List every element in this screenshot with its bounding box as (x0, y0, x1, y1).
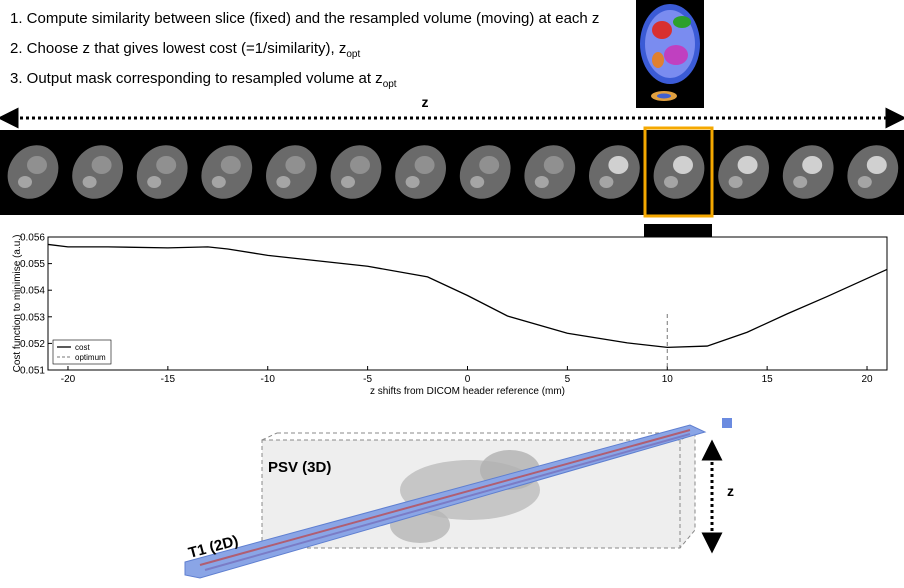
slice-organ (858, 176, 872, 188)
slice-organ (470, 176, 484, 188)
x-tick-label: -20 (61, 374, 76, 385)
slice-organ (867, 156, 887, 174)
z-label: z (727, 483, 734, 499)
slice-organ (83, 176, 97, 188)
step-text: 2. Choose z that gives lowest cost (=1/s… (10, 40, 360, 60)
slice-organ (535, 176, 549, 188)
subscript: opt (383, 79, 397, 90)
y-tick-label: 0.052 (20, 339, 45, 350)
atlas-image (636, 0, 704, 108)
slice-organ (212, 176, 226, 188)
slice-organ (544, 156, 564, 174)
plot-area (48, 237, 887, 370)
y-tick-label: 0.054 (20, 286, 45, 297)
slice-organ (406, 176, 420, 188)
subscript: opt (346, 49, 360, 60)
step-text: 1. Compute similarity between slice (fix… (10, 10, 599, 27)
slice-organ (156, 156, 176, 174)
z-label: z (422, 94, 429, 110)
slice-organ (276, 176, 290, 188)
slice-organ (415, 156, 435, 174)
slice-organ (92, 156, 112, 174)
legend-label: optimum (75, 353, 106, 362)
slice-organ (664, 176, 678, 188)
slice-organ (147, 176, 161, 188)
y-tick-label: 0.056 (20, 233, 45, 244)
step-text: 3. Output mask corresponding to resample… (10, 70, 397, 90)
slice-organ (599, 176, 613, 188)
step-text: 2. Choose z that gives lowest cost (=1/s… (10, 40, 346, 57)
slice-organ (27, 156, 47, 174)
psv-label: PSV (3D) (268, 459, 331, 476)
slice-organ (729, 176, 743, 188)
x-tick-label: 20 (861, 374, 873, 385)
x-tick-label: 15 (762, 374, 774, 385)
figure: 1. Compute similarity between slice (fix… (0, 0, 904, 583)
x-tick-label: 10 (662, 374, 674, 385)
slice-organ (221, 156, 241, 174)
slice-organ (802, 156, 822, 174)
y-tick-label: 0.055 (20, 259, 45, 270)
slice-organ (673, 156, 693, 174)
chart: 0.051 0.052 0.053 0.054 0.055 0.056 -20 -15 -10 -… (12, 233, 887, 398)
step-text: 3. Output mask corresponding to resample… (10, 70, 383, 87)
x-tick-label: 5 (565, 374, 571, 385)
slice-organ (350, 156, 370, 174)
x-tick-label: -15 (161, 374, 176, 385)
y-tick-label: 0.053 (20, 312, 45, 323)
x-tick-label: -5 (363, 374, 372, 385)
slice-organ (18, 176, 32, 188)
slice-organ (341, 176, 355, 188)
slice-organ (608, 156, 628, 174)
slice-organ (793, 176, 807, 188)
slice-organ (479, 156, 499, 174)
x-tick-label: 0 (465, 374, 471, 385)
slice-strip (0, 130, 904, 215)
x-tick-label: -10 (261, 374, 276, 385)
slice-organ (738, 156, 758, 174)
y-axis-label: Cost function to minimise (a.u.) (12, 235, 23, 373)
slice-organ (285, 156, 305, 174)
legend-label: cost (75, 343, 90, 352)
y-tick-label: 0.051 (20, 366, 45, 377)
x-axis-label: z shifts from DICOM header reference (mm… (370, 386, 565, 397)
volume-illustration (185, 418, 732, 578)
